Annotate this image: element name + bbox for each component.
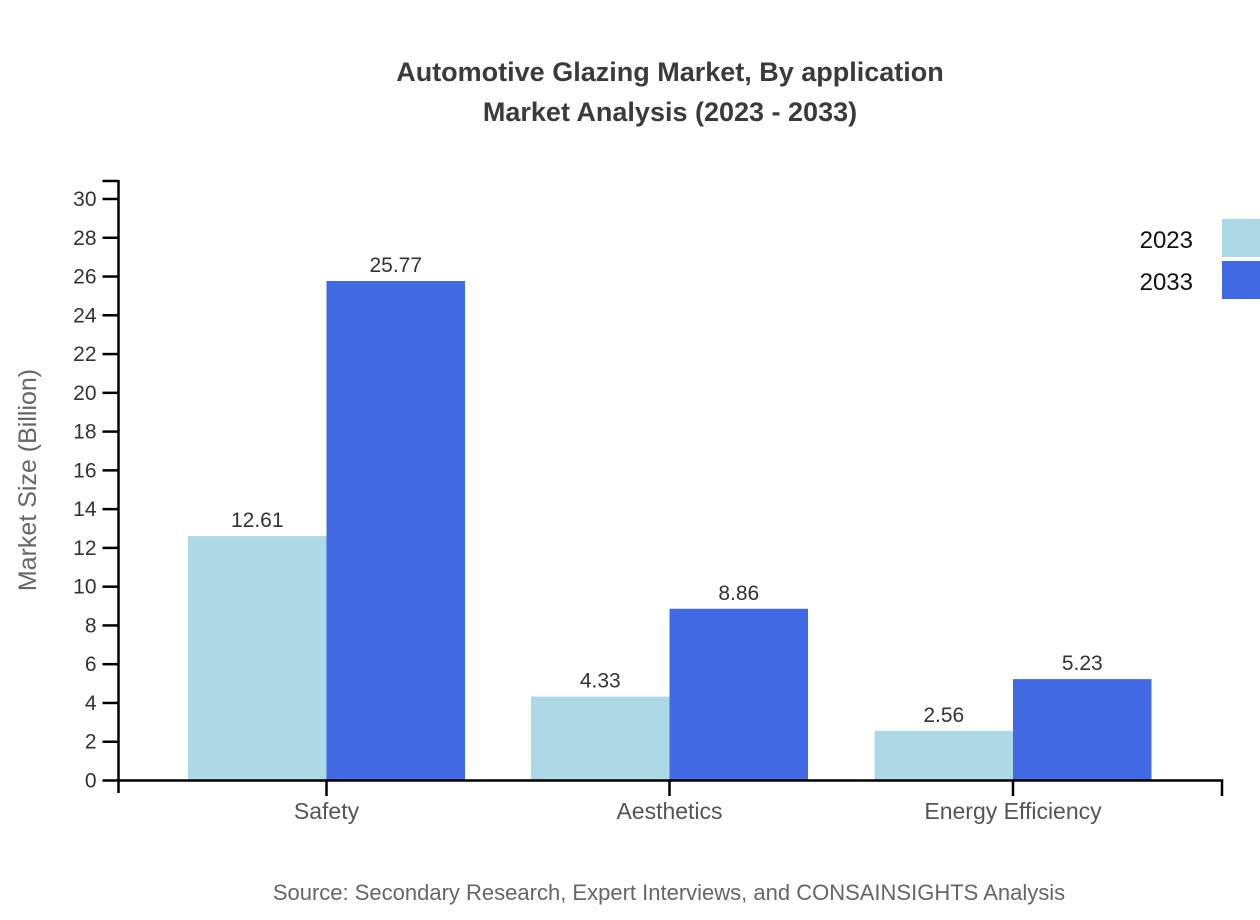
y-tick-label: 24: [73, 304, 97, 327]
y-tick-label: 10: [73, 576, 96, 599]
y-tick-label: 2: [85, 731, 97, 754]
legend-swatch-2033: [1222, 261, 1260, 299]
source-text: Source: Secondary Research, Expert Inter…: [273, 880, 1065, 905]
y-axis-label: Market Size (Billion): [14, 369, 42, 591]
bar: [188, 536, 327, 781]
y-tick-label: 20: [73, 382, 96, 405]
bar: [669, 608, 808, 781]
bar-value-label: 25.77: [369, 254, 422, 277]
y-tick-label: 8: [85, 614, 97, 637]
bar-value-label: 12.61: [231, 509, 284, 532]
legend: 2023 2033: [1140, 219, 1260, 299]
y-tick-label: 28: [73, 227, 96, 250]
bar: [531, 696, 670, 781]
bar: [1013, 679, 1152, 781]
chart-title-line2: Market Analysis (2023 - 2033): [483, 97, 857, 127]
y-tick-label: 18: [73, 421, 96, 444]
bar-value-label: 4.33: [580, 670, 621, 693]
y-tick-label: 4: [85, 692, 97, 715]
legend-label-2023: 2023: [1140, 227, 1193, 254]
bar: [326, 280, 465, 781]
bar-value-label: 5.23: [1062, 652, 1103, 675]
y-tick-label: 12: [73, 537, 96, 560]
bars-layer: 12.61 4.33 2.56 25.77 8.86 5.23: [188, 254, 1152, 781]
x-category-label: Energy Efficiency: [924, 798, 1102, 824]
y-tick-label: 0: [85, 770, 97, 793]
x-category-label: Aesthetics: [616, 798, 722, 824]
legend-swatch-2023: [1222, 219, 1260, 257]
legend-label-2033: 2033: [1140, 269, 1193, 296]
x-category-label: Safety: [294, 798, 360, 824]
y-tick-label: 30: [73, 188, 96, 211]
bar: [874, 730, 1013, 781]
y-tick-label: 16: [73, 459, 96, 482]
y-tick-label: 26: [73, 266, 96, 289]
y-tick-label: 14: [73, 498, 97, 521]
y-tick-label: 6: [85, 653, 97, 676]
bar-value-label: 8.86: [718, 582, 759, 605]
chart-title-line1: Automotive Glazing Market, By applicatio…: [396, 57, 944, 87]
bar-value-label: 2.56: [923, 704, 964, 727]
y-tick-label: 22: [73, 343, 96, 366]
